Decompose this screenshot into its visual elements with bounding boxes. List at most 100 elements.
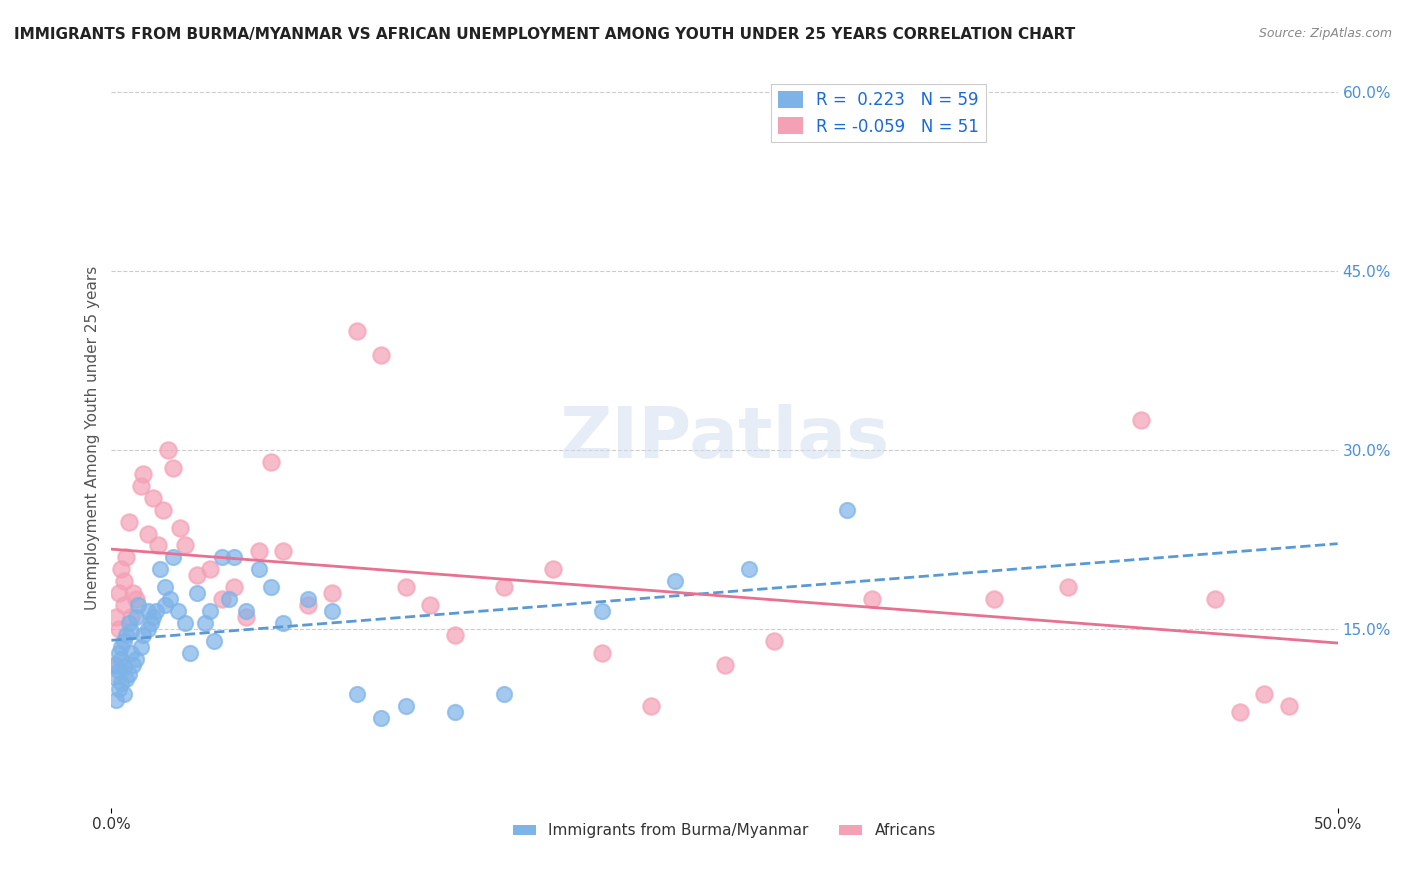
Text: ZIPatlas: ZIPatlas <box>560 404 890 473</box>
Point <box>174 538 197 552</box>
Point <box>122 657 145 672</box>
Point <box>260 580 283 594</box>
Point <box>125 592 148 607</box>
Point <box>136 526 159 541</box>
Point <box>860 592 883 607</box>
Point <box>115 628 138 642</box>
Point <box>713 657 735 672</box>
Point <box>117 615 139 630</box>
Point <box>107 646 129 660</box>
Point <box>174 615 197 630</box>
Point <box>142 491 165 505</box>
Point <box>983 592 1005 607</box>
Point <box>235 604 257 618</box>
Point <box>107 622 129 636</box>
Point <box>492 688 515 702</box>
Point <box>120 610 142 624</box>
Point <box>129 479 152 493</box>
Point <box>166 604 188 618</box>
Point <box>110 651 132 665</box>
Point <box>159 592 181 607</box>
Y-axis label: Unemployment Among Youth under 25 years: Unemployment Among Youth under 25 years <box>86 266 100 610</box>
Point <box>146 538 169 552</box>
Point <box>169 520 191 534</box>
Point <box>125 610 148 624</box>
Point <box>127 598 149 612</box>
Point <box>179 646 201 660</box>
Text: IMMIGRANTS FROM BURMA/MYANMAR VS AFRICAN UNEMPLOYMENT AMONG YOUTH UNDER 25 YEARS: IMMIGRANTS FROM BURMA/MYANMAR VS AFRICAN… <box>14 27 1076 42</box>
Point <box>321 604 343 618</box>
Point <box>235 610 257 624</box>
Point <box>218 592 240 607</box>
Point <box>139 615 162 630</box>
Point <box>395 699 418 714</box>
Point <box>136 604 159 618</box>
Point <box>125 651 148 665</box>
Point <box>443 628 465 642</box>
Point <box>1229 706 1251 720</box>
Point <box>640 699 662 714</box>
Point <box>156 443 179 458</box>
Point <box>115 672 138 686</box>
Point <box>117 515 139 529</box>
Point <box>122 586 145 600</box>
Point <box>112 688 135 702</box>
Point <box>145 604 167 618</box>
Point <box>110 562 132 576</box>
Point <box>115 550 138 565</box>
Point <box>149 562 172 576</box>
Point <box>198 604 221 618</box>
Point <box>132 628 155 642</box>
Point <box>271 615 294 630</box>
Point <box>443 706 465 720</box>
Point <box>837 502 859 516</box>
Point <box>297 598 319 612</box>
Point <box>1130 413 1153 427</box>
Point <box>1253 688 1275 702</box>
Point <box>271 544 294 558</box>
Point <box>110 675 132 690</box>
Point <box>395 580 418 594</box>
Point <box>107 681 129 696</box>
Point <box>198 562 221 576</box>
Point <box>155 598 177 612</box>
Point <box>346 688 368 702</box>
Point <box>591 646 613 660</box>
Point <box>222 550 245 565</box>
Point <box>162 461 184 475</box>
Point <box>117 667 139 681</box>
Point <box>162 550 184 565</box>
Point <box>194 615 217 630</box>
Point <box>1277 699 1299 714</box>
Point <box>105 657 128 672</box>
Point <box>105 610 128 624</box>
Legend: Immigrants from Burma/Myanmar, Africans: Immigrants from Burma/Myanmar, Africans <box>508 817 942 845</box>
Point <box>155 580 177 594</box>
Point <box>762 633 785 648</box>
Point <box>202 633 225 648</box>
Point <box>120 624 142 639</box>
Point <box>152 502 174 516</box>
Point <box>132 467 155 481</box>
Point <box>247 562 270 576</box>
Point <box>247 544 270 558</box>
Point <box>738 562 761 576</box>
Point <box>1057 580 1080 594</box>
Text: Source: ZipAtlas.com: Source: ZipAtlas.com <box>1258 27 1392 40</box>
Point <box>103 670 125 684</box>
Point <box>492 580 515 594</box>
Point <box>112 660 135 674</box>
Point <box>110 640 132 654</box>
Point <box>107 664 129 678</box>
Point <box>591 604 613 618</box>
Point <box>260 455 283 469</box>
Point <box>186 586 208 600</box>
Point <box>419 598 441 612</box>
Point <box>370 348 392 362</box>
Point <box>107 586 129 600</box>
Point <box>346 324 368 338</box>
Point <box>112 633 135 648</box>
Point <box>142 610 165 624</box>
Point <box>1204 592 1226 607</box>
Point <box>541 562 564 576</box>
